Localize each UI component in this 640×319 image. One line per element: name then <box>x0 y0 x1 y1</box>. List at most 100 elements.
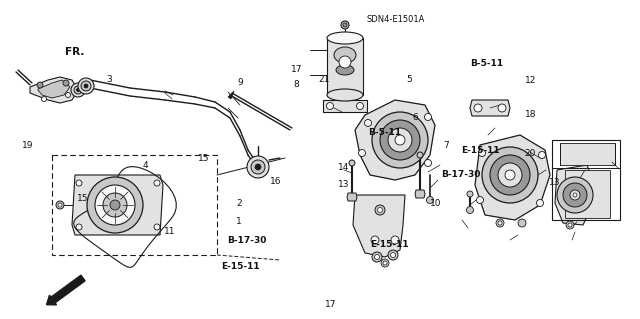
Text: 20: 20 <box>525 149 536 158</box>
FancyArrow shape <box>47 275 85 305</box>
Circle shape <box>154 180 160 186</box>
Circle shape <box>343 23 347 27</box>
Text: B-17-30: B-17-30 <box>442 170 481 179</box>
Circle shape <box>365 120 371 127</box>
Text: 2: 2 <box>236 199 242 208</box>
Text: 7: 7 <box>443 141 449 150</box>
Text: 17: 17 <box>291 65 302 74</box>
Circle shape <box>42 97 47 101</box>
Text: 17: 17 <box>325 300 337 309</box>
Circle shape <box>103 193 127 217</box>
Circle shape <box>339 56 351 68</box>
Text: 1: 1 <box>236 217 242 226</box>
Polygon shape <box>38 80 70 98</box>
Circle shape <box>58 203 62 207</box>
Circle shape <box>358 150 365 157</box>
Circle shape <box>247 156 269 178</box>
Text: 21: 21 <box>319 75 330 84</box>
Ellipse shape <box>327 89 363 101</box>
Polygon shape <box>30 77 78 103</box>
Circle shape <box>388 250 398 260</box>
Text: 15: 15 <box>198 154 209 163</box>
Circle shape <box>538 152 545 159</box>
Circle shape <box>71 83 85 97</box>
Text: 13: 13 <box>338 180 349 189</box>
Ellipse shape <box>336 65 354 75</box>
Text: FR.: FR. <box>65 47 84 57</box>
Circle shape <box>424 160 431 167</box>
Polygon shape <box>228 91 234 99</box>
Circle shape <box>498 104 506 112</box>
Polygon shape <box>353 195 405 257</box>
Circle shape <box>563 183 587 207</box>
Circle shape <box>496 219 504 227</box>
Circle shape <box>566 221 574 229</box>
Circle shape <box>378 207 383 212</box>
Polygon shape <box>355 100 435 180</box>
Text: B-17-30: B-17-30 <box>227 236 267 245</box>
Circle shape <box>76 224 82 230</box>
Polygon shape <box>327 38 363 95</box>
Text: 8: 8 <box>294 80 299 89</box>
Circle shape <box>251 160 265 174</box>
Circle shape <box>474 104 482 112</box>
Text: 12: 12 <box>525 76 536 85</box>
Circle shape <box>371 236 379 244</box>
Circle shape <box>467 191 473 197</box>
Circle shape <box>536 199 543 206</box>
Text: 10: 10 <box>430 199 442 208</box>
Polygon shape <box>347 193 357 201</box>
Circle shape <box>349 160 355 166</box>
Text: 15: 15 <box>77 194 89 203</box>
Text: SDN4-E1501A: SDN4-E1501A <box>366 15 425 24</box>
Circle shape <box>374 255 380 259</box>
Circle shape <box>391 236 399 244</box>
Circle shape <box>390 253 396 257</box>
Circle shape <box>255 164 261 170</box>
Circle shape <box>518 219 526 227</box>
Circle shape <box>341 21 349 29</box>
Circle shape <box>74 86 82 94</box>
Text: 14: 14 <box>338 163 349 172</box>
Text: E-15-11: E-15-11 <box>461 146 499 155</box>
Circle shape <box>383 261 387 265</box>
Circle shape <box>498 163 522 187</box>
Circle shape <box>37 82 43 88</box>
Circle shape <box>482 147 538 203</box>
Circle shape <box>76 180 82 186</box>
Polygon shape <box>415 190 425 198</box>
Circle shape <box>568 223 572 227</box>
Text: 4: 4 <box>142 161 148 170</box>
Polygon shape <box>565 170 610 218</box>
Circle shape <box>426 197 433 204</box>
Text: 9: 9 <box>237 78 243 87</box>
Circle shape <box>95 185 135 225</box>
Circle shape <box>87 177 143 233</box>
Circle shape <box>375 205 385 215</box>
Circle shape <box>490 155 530 195</box>
Circle shape <box>417 152 423 158</box>
Circle shape <box>498 221 502 225</box>
Text: 3: 3 <box>106 75 111 84</box>
Text: 13: 13 <box>549 178 561 187</box>
Text: 18: 18 <box>525 110 536 119</box>
Circle shape <box>570 190 580 200</box>
Bar <box>552 140 620 220</box>
Circle shape <box>388 128 412 152</box>
Text: E-15-11: E-15-11 <box>370 241 408 249</box>
Circle shape <box>479 150 486 157</box>
Circle shape <box>65 93 70 98</box>
Circle shape <box>467 206 474 213</box>
Circle shape <box>77 88 79 92</box>
Circle shape <box>505 170 515 180</box>
Text: 11: 11 <box>164 227 175 236</box>
Text: 6: 6 <box>413 113 419 122</box>
Circle shape <box>326 102 333 109</box>
Ellipse shape <box>327 32 363 44</box>
Polygon shape <box>555 165 593 225</box>
Polygon shape <box>475 135 550 220</box>
Text: B-5-11: B-5-11 <box>368 128 401 137</box>
Circle shape <box>63 80 69 86</box>
Circle shape <box>84 84 88 88</box>
Circle shape <box>557 177 593 213</box>
